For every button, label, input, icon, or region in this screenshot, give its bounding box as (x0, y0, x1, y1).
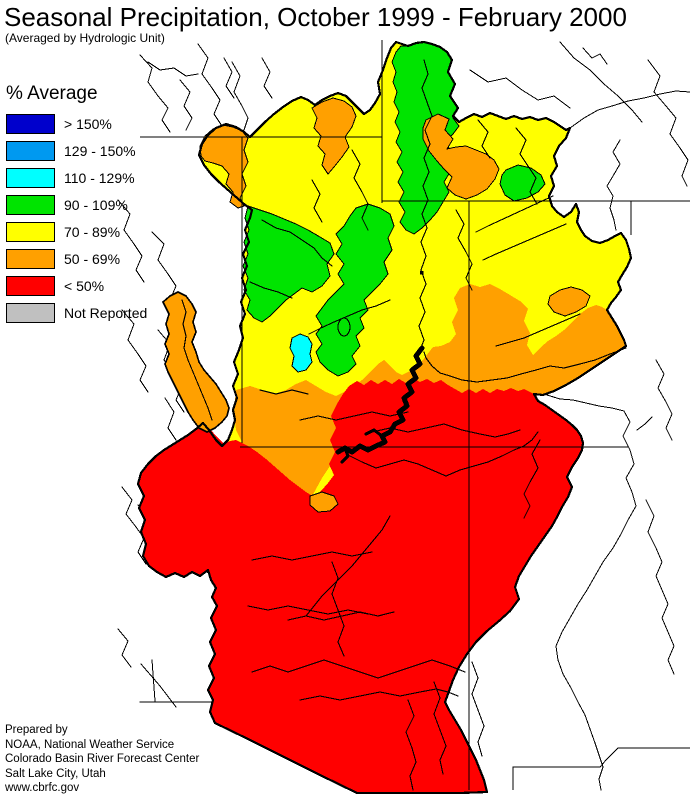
region-cyan-patch (289, 333, 313, 373)
region-orange-blob-in-red (309, 491, 339, 513)
legend-item: 70 - 89% (6, 221, 196, 242)
legend-label: 110 - 129% (64, 169, 135, 186)
legend-swatch (6, 248, 55, 269)
legend-label: 129 - 150% (64, 142, 136, 159)
legend: % Average > 150% 129 - 150% 110 - 129% 90 -… (6, 83, 196, 329)
legend-item: 90 - 109% (6, 194, 196, 215)
region-orange-east-patch (547, 286, 591, 317)
legend-swatch (6, 167, 55, 188)
region-orange-upper-green-river (422, 113, 500, 200)
region-red-mass (138, 378, 583, 793)
basin-outline (136, 40, 633, 795)
legend-label: < 50% (64, 277, 105, 294)
basin-regions (138, 41, 631, 793)
legend-swatch (6, 302, 55, 323)
legend-item: 50 - 69% (6, 248, 196, 269)
map-title: Seasonal Precipitation, October 1999 - F… (4, 2, 627, 32)
footer-line: NOAA, National Weather Service (5, 738, 175, 751)
region-orange-top-blob (311, 97, 357, 175)
region-green-central-column (315, 203, 395, 377)
river-lines (247, 59, 627, 791)
footer-line: www.cbrfc.gov (5, 782, 80, 795)
region-orange-sevier-strip (162, 291, 230, 433)
footer-line: Colorado Basin River Forecast Center (5, 753, 200, 766)
legend-label: 90 - 109% (64, 196, 128, 213)
legend-swatch (6, 194, 55, 215)
legend-label: Not Reported (64, 304, 148, 321)
legend-swatch (6, 140, 55, 161)
new-mexico-border-steps (512, 747, 690, 790)
footer-credits: Prepared by NOAA, National Weather Servi… (5, 723, 199, 796)
footer-line: Salt Lake City, Utah (5, 767, 106, 780)
legend-item: Not Reported (6, 302, 196, 323)
legend-item: 129 - 150% (6, 140, 196, 161)
legend-swatch (6, 221, 55, 242)
legend-items: > 150% 129 - 150% 110 - 129% 90 - 109% 70 - … (6, 113, 196, 323)
legend-label: 70 - 89% (64, 223, 121, 240)
legend-item: < 50% (6, 275, 196, 296)
sevier-internal-line (181, 299, 213, 421)
state-border-lines (140, 40, 690, 790)
legend-label: > 150% (64, 115, 112, 132)
legend-item: > 150% (6, 113, 196, 134)
legend-swatch (6, 113, 55, 134)
legend-swatch (6, 275, 55, 296)
outside-basin-huc-lines (117, 41, 690, 791)
footer-line: Prepared by (5, 724, 68, 736)
map-subtitle: (Averaged by Hydrologic Unit) (5, 31, 165, 45)
legend-item: 110 - 129% (6, 167, 196, 188)
legend-title: % Average (6, 83, 98, 104)
legend-label: 50 - 69% (64, 250, 121, 267)
